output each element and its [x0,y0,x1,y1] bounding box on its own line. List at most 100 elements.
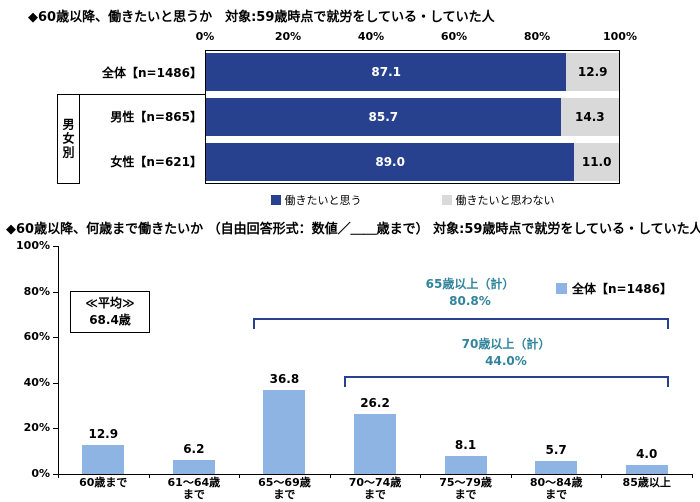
chart2-category-label: 80～84歳 まで [511,477,601,501]
chart2-bar-value-label: 12.9 [88,426,119,441]
chart1-legend: 働きたいと思う 働きたいと思わない [205,192,620,208]
chart2-x-tick-mark [239,474,241,478]
chart1-x-tick-label: 60% [440,30,468,43]
chart2-y-tick-mark [53,246,58,247]
category-label-line: 61～64歳 [167,476,221,489]
chart1-bar-segment-want: 85.7 [206,98,561,136]
chart1-x-tick-label: 100% [603,30,637,43]
chart1-bar-segment-want: 87.1 [206,53,567,92]
chart2-bar [444,455,487,474]
legend-label-total: 全体【n=1486】 [572,282,672,296]
label-table-separator-line [57,94,205,95]
legend-label-want-to-work: 働きたいと思う [284,194,362,207]
legend-swatch-want-to-work [270,195,281,205]
average-caption: ≪平均≫ [85,296,135,310]
annotation-65-value: 80.8% [449,294,491,308]
chart1-x-tick-label: 0% [195,30,215,43]
chart2-bar-value-label: 36.8 [269,372,300,387]
chart2-x-tick-mark [601,474,603,478]
chart2-y-axis [58,246,59,475]
chart2-bar [354,414,396,474]
bracket-70-and-over [344,376,669,387]
chart2-bar-value-label: 4.0 [636,446,658,461]
chart2-y-tick-mark [53,382,58,384]
chart2-x-tick-mark [329,474,331,478]
chart2-category-label: 75～79歳 まで [421,477,511,501]
chart2-category-label: 60歳まで [58,477,148,489]
legend-swatch-total [556,283,567,294]
annotation-65-and-over: 65歳以上（計） 80.8% [360,276,580,310]
chart2-y-tick-label: 60% [23,330,50,344]
chart2-category-label: 70～74歳 まで [330,477,420,501]
chart1-title: ◆60歳以降、働きたいと思うか 対象:59歳時点で就労をしている・していた人 [28,10,495,25]
bracket-tick-right [667,320,669,329]
chart2-bar [172,459,215,474]
legend-item-not-want-to-work: 働きたいと思わない [441,192,555,208]
chart2-y-tick-label: 0% [31,467,50,480]
annotation-65-label: 65歳以上（計） [425,277,515,291]
legend-label-not-want-to-work: 働きたいと思わない [455,194,555,207]
legend-swatch-not-want-to-work [441,195,452,205]
chart2-category-label: 85歳以上 [602,477,692,489]
chart2-y-tick-label: 100% [16,239,50,252]
chart2-y-tick-label: 20% [23,421,50,435]
bracket-tick-left [253,320,255,329]
chart2-bar [263,390,306,474]
chart2-x-axis [58,474,693,475]
legend-item-want-to-work: 働きたいと思う [270,192,362,208]
chart1-x-tick-label: 80% [523,30,551,43]
category-label-line: まで [182,488,205,501]
chart1-bar-segment-not-want: 14.3 [560,98,619,136]
chart2-x-tick-mark [420,474,422,478]
category-label-line: 70～74歳 [348,476,402,489]
chart1-row-label: 男性【n=865】 [110,110,202,125]
chart2-bar-value-label: 8.1 [454,437,477,452]
chart2-y-tick-mark [53,474,58,475]
annotation-70-value: 44.0% [485,354,527,368]
category-label-line: まで [273,488,296,501]
category-label-line: まで [545,488,568,501]
chart2-y-tick-mark [53,428,58,430]
chart1-bar-segment-not-want: 12.9 [566,53,619,92]
category-label-line: 80～84歳 [529,476,583,489]
bracket-65-and-over [253,318,669,329]
chart2-legend: 全体【n=1486】 [556,280,672,297]
chart1-bar-segment-not-want: 11.0 [574,142,619,181]
average-box: ≪平均≫ 68.4歳 [70,291,150,333]
chart2-category-label: 65～69歳 まで [239,477,329,501]
chart2-title: ◆60歳以降、何歳まで働きたいか （自由回答形式：数値／＿＿歳まで） 対象:59… [6,222,700,237]
chart2-x-tick-mark [148,474,150,478]
category-label-line: 85歳以上 [622,476,671,489]
chart2-x-tick-mark [692,474,693,478]
row-group-label: 男女別 [61,118,75,160]
chart2-bar-value-label: 5.7 [545,443,567,457]
chart2-bar [82,444,125,474]
bracket-tick-left [344,378,346,387]
chart2-category-label: 61～64歳 まで [149,477,239,501]
chart2-bar-value-label: 6.2 [183,441,205,456]
category-label-line: まで [364,488,386,501]
annotation-70-label: 70歳以上（計） [461,337,551,351]
chart1-row-label: 女性【n=621】 [110,155,202,170]
chart1-row-label: 全体【n=1486】 [102,65,202,80]
bracket-tick-right [667,378,669,387]
category-label-line: まで [454,488,477,501]
chart2-bar [535,461,578,474]
chart2-bar-value-label: 26.2 [360,396,390,411]
chart2-bar [625,464,668,474]
chart2-y-tick-label: 80% [23,284,50,298]
average-value: 68.4歳 [89,313,131,327]
chart2-y-tick-label: 40% [23,375,50,389]
chart1-x-tick-label: 20% [274,30,302,43]
chart2-y-tick-mark [53,337,58,339]
chart1-bar-segment-want: 89.0 [206,142,575,181]
chart2-y-tick-mark [53,291,58,293]
annotation-70-and-over: 70歳以上（計） 44.0% [396,336,616,370]
chart2-x-tick-mark [58,474,59,478]
row-group-cell: 男女別 [57,94,80,184]
category-label-line: 60歳まで [79,476,128,489]
category-label-line: 65～69歳 [258,476,311,489]
category-label-line: 75～79歳 [439,476,492,489]
chart1-x-tick-label: 40% [357,30,385,43]
